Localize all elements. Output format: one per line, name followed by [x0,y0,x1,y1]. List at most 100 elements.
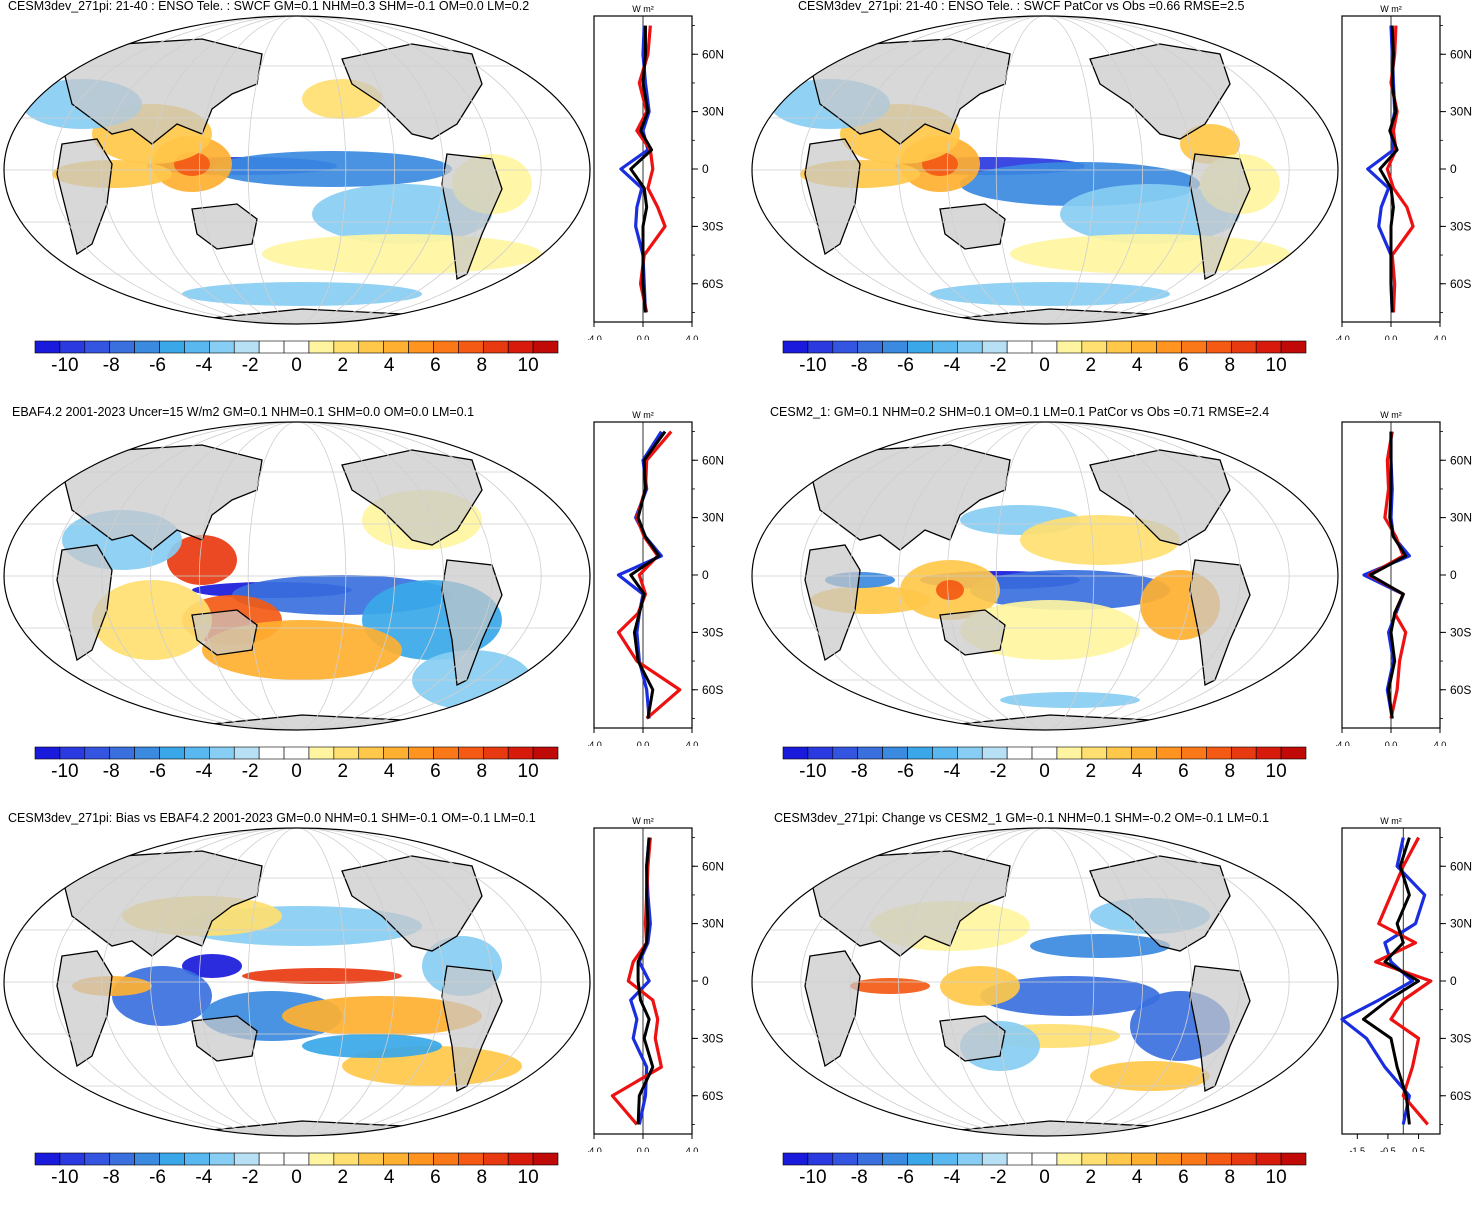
continent [1089,449,1231,546]
panel-change: CESM3dev_271pi: Change vs CESM2_1 GM=-0.… [748,811,1483,1207]
colorbar-tick-label: -6 [149,1167,166,1188]
colorbar-swatch [308,340,335,354]
colorbar-swatch [333,1152,360,1166]
anomaly-region [850,978,930,994]
latitude-tick-label: 30S [1450,219,1471,233]
continent [56,138,113,256]
zonal-mean-plot: W m² 60N 30N 0 30S 60S -4.0 0.0 4.0 [1336,410,1472,746]
colorbar [34,1152,559,1166]
continent [939,203,1006,250]
colorbar-tick-label: -4 [943,761,961,782]
x-tick-label: 4.0 [1434,334,1447,340]
colorbar-swatch [1106,340,1132,354]
world-map [751,421,1339,731]
colorbar-swatch [807,746,834,760]
colorbar-swatch [308,1152,335,1166]
x-tick-label: -1.5 [1350,1146,1366,1152]
colorbar-swatch [383,1152,409,1166]
latitude-tick-label: 60S [1450,683,1471,697]
colorbar-swatch [59,746,86,760]
longitude-gridline [849,828,1241,1136]
continent [56,950,113,1068]
zonal-unit-label: W m² [1380,816,1402,826]
anomaly-region [92,580,212,660]
colorbar-swatch [1230,1152,1257,1166]
x-tick-label: 0.5 [1412,1146,1425,1152]
latitude-tick-label: 30N [1450,511,1472,525]
x-tick-label: -4.0 [588,1146,602,1152]
world-map [751,15,1339,325]
colorbar-tick-label: 6 [430,355,441,376]
colorbar-swatch [832,1152,859,1166]
colorbar-swatch [907,1152,933,1166]
colorbar-swatch [981,1152,1008,1166]
zonal-series-black [1368,431,1408,719]
colorbar-swatch [383,746,409,760]
continent [341,855,483,952]
colorbar [34,746,559,760]
colorbar-swatch [1206,746,1232,760]
x-tick-label: 0.0 [1385,740,1398,746]
colorbar-tick-label: 0 [1039,761,1050,782]
longitude-gridline [150,16,444,324]
colorbar-swatch [932,746,958,760]
anomaly-region [936,580,964,600]
colorbar-tick-label: -4 [943,355,961,376]
colorbar-swatch [857,1152,883,1166]
anomaly-region [262,234,542,274]
panel-model-patcor: CESM3dev_271pi: 21-40 : ENSO Tele. : SWC… [748,0,1483,395]
colorbar-swatch [59,1152,86,1166]
longitude-gridline [198,828,396,1136]
colorbar-swatch [932,340,958,354]
continent [804,544,861,662]
map-border [3,827,591,1137]
colorbar-swatch [258,746,285,760]
continent [1089,43,1231,140]
longitude-gridline [898,828,1192,1136]
colorbar-tick-label: 0 [291,1167,302,1188]
colorbar-tick-label: -6 [897,761,914,782]
colorbar-tick-label: 0 [291,355,302,376]
x-tick-label: -4.0 [1336,740,1350,746]
colorbar-tick-label: 4 [1131,355,1143,376]
zonal-series-black [1361,837,1421,1125]
colorbar-tick-label: -6 [149,761,166,782]
latitude-tick-label: 30N [1450,917,1472,931]
colorbar-tick-label: -2 [241,761,259,782]
colorbar-swatch [1056,746,1083,760]
colorbar-swatch [433,340,459,354]
colorbar-swatch [482,1152,509,1166]
colorbar-tick-label: -8 [850,1167,868,1188]
colorbar-swatch [1255,340,1282,354]
longitude-gridline [849,422,1241,730]
zonal-series-red [1374,836,1433,1126]
latitude-tick-label: 60S [702,277,723,291]
colorbar-swatch [333,340,360,354]
panel-title: CESM3dev_271pi: Change vs CESM2_1 GM=-0.… [774,811,1270,825]
colorbar-swatch [184,340,210,354]
colorbar-swatch [1131,1152,1157,1166]
colorbar-swatch [782,746,809,760]
continent [939,1015,1006,1062]
colorbar-swatch [1006,746,1033,760]
x-tick-label: -4.0 [1336,334,1350,340]
colorbar-swatch [1081,1152,1108,1166]
continent [191,203,258,250]
colorbar-tick-label: -8 [102,761,120,782]
colorbar-swatch [333,746,360,760]
colorbar-swatch [209,340,235,354]
longitude-gridline [150,828,444,1136]
anomaly-region [1010,234,1290,274]
colorbar-swatch [84,1152,111,1166]
colorbar-tick-label: -10 [51,1167,79,1188]
latitude-tick-label: 30S [1450,1031,1471,1045]
colorbar-tick-label: 10 [517,761,539,782]
colorbar-swatch [907,746,933,760]
x-tick-label: 4.0 [686,1146,699,1152]
colorbar-swatch [1056,340,1083,354]
panel-title: CESM3dev_271pi: Bias vs EBAF4.2 2001-202… [8,811,536,825]
colorbar [782,340,1307,354]
zonal-series-black [636,837,655,1125]
colorbar-tick-label: 8 [1224,355,1236,376]
latitude-tick-label: 30N [702,917,724,931]
